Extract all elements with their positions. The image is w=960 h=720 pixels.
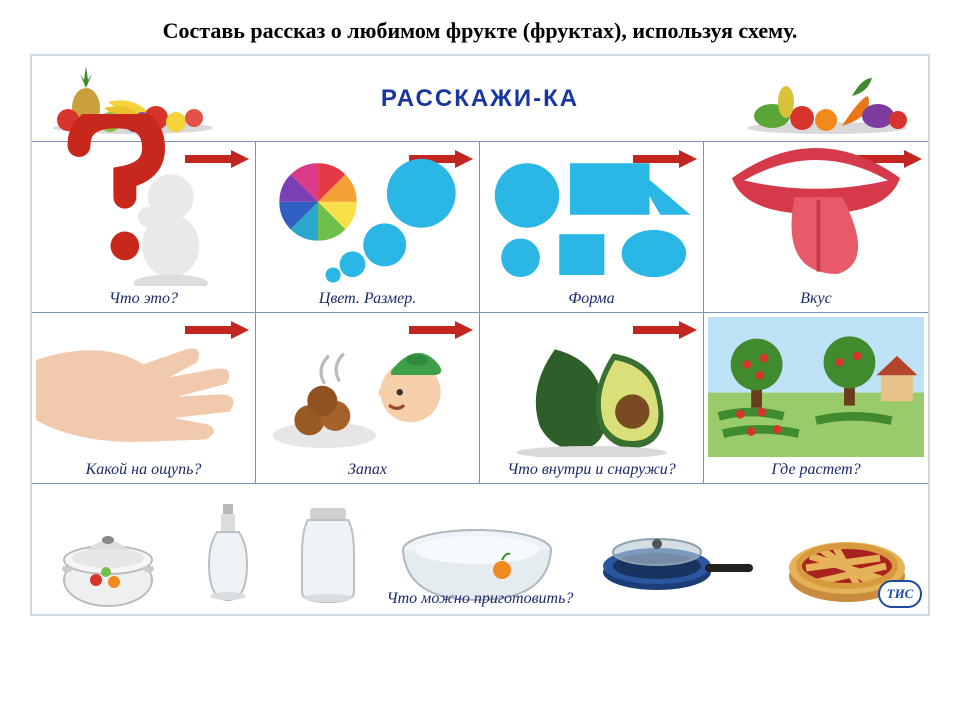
jar-icon	[288, 500, 368, 610]
footer-label: Что можно приготовить?	[387, 590, 574, 608]
cell-what-is-it: Что это?	[32, 142, 256, 312]
cell-where-grows: Где растет?	[704, 313, 928, 483]
shapes-icon	[484, 146, 699, 286]
cell-label: Запах	[260, 461, 475, 479]
mouth-tongue-icon	[708, 130, 924, 286]
logo-badge: ТИС	[878, 580, 922, 608]
smell-cookies-icon	[260, 317, 475, 457]
cell-smell: Запах	[256, 313, 480, 483]
cell-label: Где растет?	[708, 461, 924, 479]
schema-row-2: Какой на ощупь?	[32, 313, 928, 484]
bottle-icon	[193, 500, 263, 610]
cell-label: Что это?	[36, 290, 251, 308]
cell-inside-outside: Что внутри и снаружи?	[480, 313, 704, 483]
hand-icon	[36, 317, 251, 457]
veg-pile-right-icon	[732, 62, 922, 136]
color-wheel-sizes-icon	[260, 146, 475, 286]
cell-label: Что внутри и снаружи?	[484, 461, 699, 479]
pan-icon	[587, 510, 757, 610]
orchard-icon	[708, 317, 924, 457]
footer-row: Что можно приготовить? ТИС	[32, 484, 928, 614]
cell-label: Цвет. Размер.	[260, 290, 475, 308]
cell-label: Какой на ощупь?	[36, 461, 251, 479]
cell-color-size: Цвет. Размер.	[256, 142, 480, 312]
cell-label: Форма	[484, 290, 699, 308]
cell-shape: Форма	[480, 142, 704, 312]
pot-icon	[48, 510, 168, 610]
question-figure-icon	[36, 114, 251, 286]
cell-touch: Какой на ощупь?	[32, 313, 256, 483]
page-title: Составь рассказ о любимом фрукте (фрукта…	[163, 18, 798, 44]
avocado-icon	[484, 317, 699, 457]
cell-label: Вкус	[708, 290, 924, 308]
cell-taste: Вкус	[704, 142, 928, 312]
worksheet-frame: РАССКАЖИ-КА	[30, 54, 930, 616]
header-title: РАССКАЖИ-КА	[381, 85, 579, 113]
schema-row-1: Что это?	[32, 142, 928, 313]
